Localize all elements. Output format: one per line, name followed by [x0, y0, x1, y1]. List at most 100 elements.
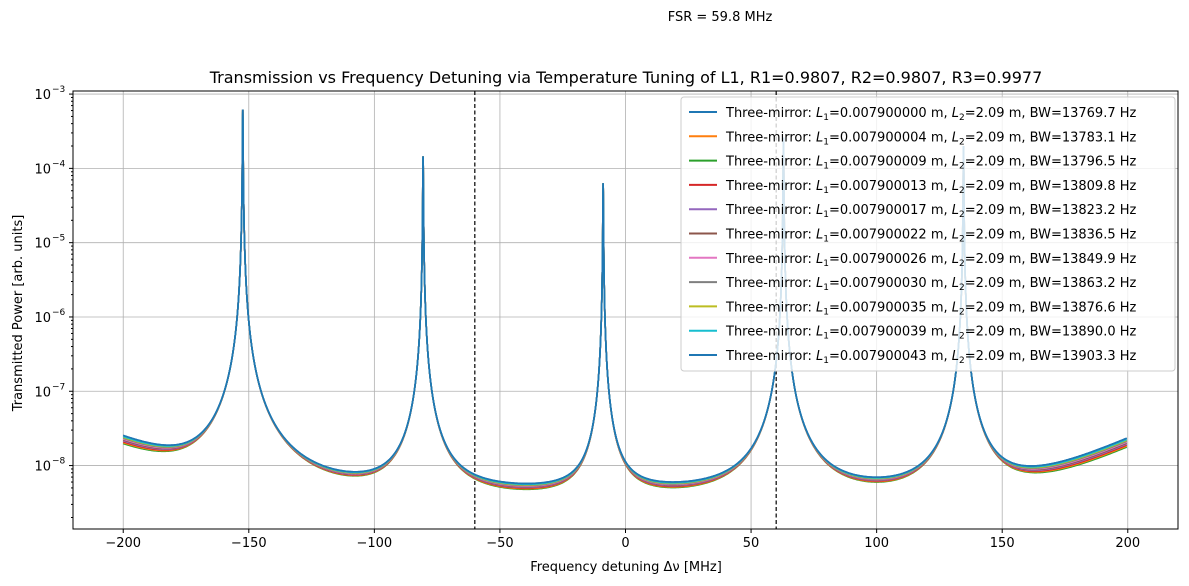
- legend-l2-subscript: 2: [959, 356, 965, 366]
- legend-entry: Three-mirror: L1=0.007900017 m, L2=2.09 …: [725, 203, 1137, 220]
- legend-l1-subscript: 1: [823, 332, 829, 342]
- legend-l2-symbol: L: [952, 252, 959, 267]
- legend-l2-value: =2.09 m, BW=13849.9 Hz: [965, 252, 1137, 267]
- legend-l1-symbol: L: [816, 179, 823, 194]
- x-tick-label: 150: [990, 536, 1015, 551]
- legend-entry: Three-mirror: L1=0.007900026 m, L2=2.09 …: [725, 252, 1137, 269]
- x-tick-label: 200: [1115, 536, 1140, 551]
- legend-l1-value: =0.007900043 m,: [829, 349, 952, 364]
- y-tick-label: 10: [34, 460, 51, 475]
- legend-l1-symbol: L: [816, 228, 823, 243]
- legend-l1-subscript: 1: [823, 235, 829, 245]
- legend-l1-symbol: L: [816, 106, 823, 121]
- legend-l1-symbol: L: [816, 130, 823, 145]
- legend-l1-symbol: L: [816, 276, 823, 291]
- legend-l2-value: =2.09 m, BW=13876.6 Hz: [965, 300, 1137, 315]
- legend-l1-value: =0.007900022 m,: [829, 228, 952, 243]
- legend-l1-symbol: L: [816, 300, 823, 315]
- legend-prefix: Three-mirror:: [725, 228, 816, 243]
- legend-l1-subscript: 1: [823, 210, 829, 220]
- legend-l2-symbol: L: [952, 130, 959, 145]
- legend-l2-subscript: 2: [959, 137, 965, 147]
- legend: Three-mirror: L1=0.007900000 m, L2=2.09 …: [680, 96, 1176, 372]
- x-axis-ticks: −200 −150 −100 −50 0 50 100 150 200: [105, 529, 1140, 551]
- y-tick-exponent: −7: [52, 382, 65, 392]
- legend-prefix: Three-mirror:: [725, 276, 816, 291]
- legend-prefix: Three-mirror:: [725, 203, 816, 218]
- chart-title: Transmission vs Frequency Detuning via T…: [209, 68, 1043, 87]
- y-tick-exponent: −6: [52, 308, 66, 318]
- legend-prefix: Three-mirror:: [725, 179, 816, 194]
- legend-l2-value: =2.09 m, BW=13836.5 Hz: [965, 228, 1137, 243]
- legend-l1-value: =0.007900004 m,: [829, 130, 952, 145]
- legend-l2-subscript: 2: [959, 113, 965, 123]
- legend-entry: Three-mirror: L1=0.007900013 m, L2=2.09 …: [725, 179, 1137, 196]
- legend-l2-symbol: L: [952, 349, 959, 364]
- legend-l1-value: =0.007900035 m,: [829, 300, 952, 315]
- legend-l1-symbol: L: [816, 155, 823, 170]
- y-tick-label: 10: [34, 237, 51, 252]
- x-tick-label: −150: [231, 536, 267, 551]
- y-axis-label: Transmitted Power [arb. units]: [11, 215, 26, 413]
- legend-l1-value: =0.007900026 m,: [829, 252, 952, 267]
- x-tick-label: 50: [743, 536, 760, 551]
- y-tick-exponent: −4: [52, 159, 66, 169]
- legend-l1-symbol: L: [816, 203, 823, 218]
- legend-l2-value: =2.09 m, BW=13823.2 Hz: [965, 203, 1137, 218]
- legend-l2-value: =2.09 m, BW=13863.2 Hz: [965, 276, 1137, 291]
- legend-prefix: Three-mirror:: [725, 130, 816, 145]
- legend-l2-symbol: L: [952, 203, 959, 218]
- legend-l1-subscript: 1: [823, 162, 829, 172]
- legend-prefix: Three-mirror:: [725, 325, 816, 340]
- legend-l2-value: =2.09 m, BW=13796.5 Hz: [965, 155, 1137, 170]
- legend-l2-subscript: 2: [959, 210, 965, 220]
- y-tick-exponent: −8: [52, 457, 66, 467]
- legend-l1-symbol: L: [816, 325, 823, 340]
- legend-l1-subscript: 1: [823, 307, 829, 317]
- legend-l1-subscript: 1: [823, 283, 829, 293]
- legend-l2-value: =2.09 m, BW=13903.3 Hz: [965, 349, 1137, 364]
- legend-l1-value: =0.007900030 m,: [829, 276, 952, 291]
- y-tick-exponent: −5: [52, 234, 65, 244]
- x-axis-label: Frequency detuning Δν [MHz]: [530, 560, 722, 575]
- legend-l2-symbol: L: [952, 300, 959, 315]
- y-axis-ticks: 10−810−710−610−510−410−3: [34, 85, 73, 518]
- y-tick-label: 10: [34, 385, 51, 400]
- y-tick-label: 10: [34, 311, 51, 326]
- x-tick-label: 100: [864, 536, 889, 551]
- legend-l1-subscript: 1: [823, 356, 829, 366]
- legend-l2-subscript: 2: [959, 162, 965, 172]
- legend-l2-subscript: 2: [959, 332, 965, 342]
- legend-prefix: Three-mirror:: [725, 349, 816, 364]
- legend-l2-symbol: L: [952, 325, 959, 340]
- fsr-annotation: FSR = 59.8 MHz: [668, 10, 773, 25]
- legend-l1-value: =0.007900000 m,: [829, 106, 952, 121]
- legend-l1-subscript: 1: [823, 259, 829, 269]
- legend-l1-subscript: 1: [823, 113, 829, 123]
- legend-l2-subscript: 2: [959, 307, 965, 317]
- legend-l2-value: =2.09 m, BW=13809.8 Hz: [965, 179, 1137, 194]
- legend-entry: Three-mirror: L1=0.007900004 m, L2=2.09 …: [725, 130, 1137, 147]
- legend-l1-value: =0.007900017 m,: [829, 203, 952, 218]
- legend-l2-subscript: 2: [959, 186, 965, 196]
- legend-l1-subscript: 1: [823, 186, 829, 196]
- legend-l2-symbol: L: [952, 179, 959, 194]
- legend-prefix: Three-mirror:: [725, 155, 816, 170]
- legend-l1-subscript: 1: [823, 137, 829, 147]
- legend-l1-value: =0.007900009 m,: [829, 155, 952, 170]
- x-tick-label: −50: [486, 536, 513, 551]
- x-tick-label: −200: [105, 536, 141, 551]
- y-tick-label: 10: [34, 88, 51, 103]
- legend-l1-symbol: L: [816, 252, 823, 267]
- legend-entry: Three-mirror: L1=0.007900043 m, L2=2.09 …: [725, 349, 1137, 366]
- legend-l1-value: =0.007900039 m,: [829, 325, 952, 340]
- x-tick-label: 0: [621, 536, 629, 551]
- y-tick-exponent: −3: [52, 85, 65, 95]
- legend-entry: Three-mirror: L1=0.007900039 m, L2=2.09 …: [725, 325, 1137, 342]
- legend-l2-subscript: 2: [959, 283, 965, 293]
- legend-l1-symbol: L: [816, 349, 823, 364]
- legend-entry: Three-mirror: L1=0.007900009 m, L2=2.09 …: [725, 155, 1137, 172]
- legend-l2-symbol: L: [952, 276, 959, 291]
- y-tick-label: 10: [34, 162, 51, 177]
